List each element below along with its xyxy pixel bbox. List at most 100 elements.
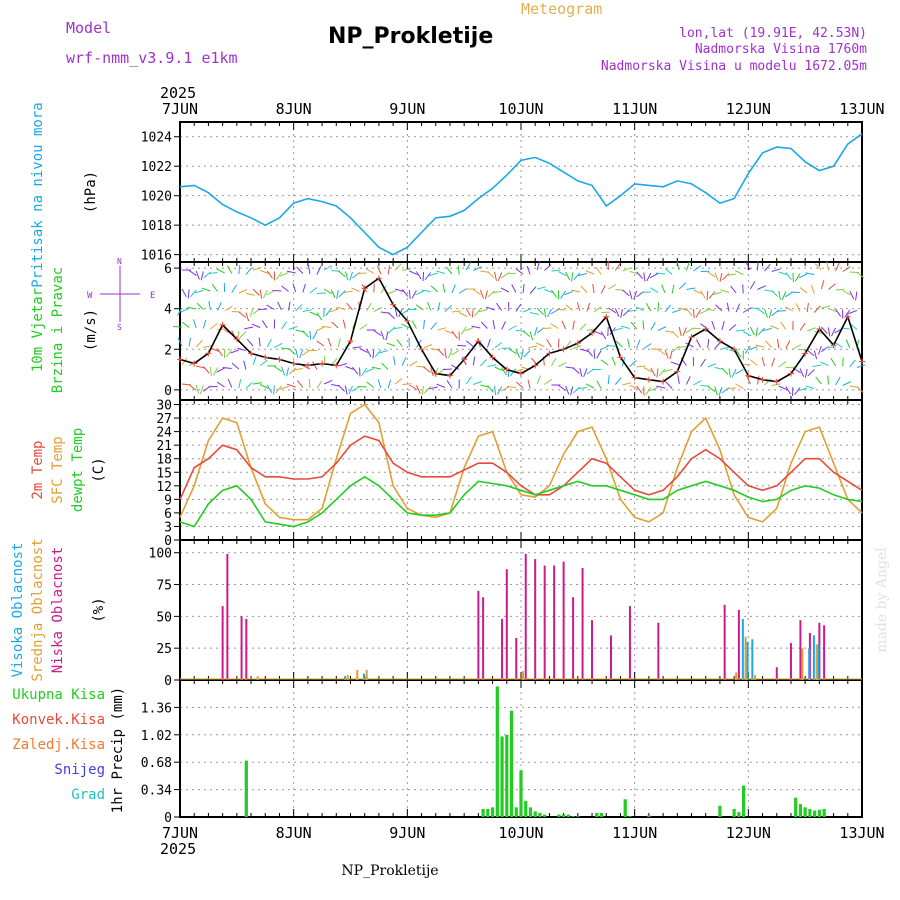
wind-arrow	[352, 346, 362, 349]
temp-tick-label: 0	[164, 534, 172, 549]
wind-arrow	[522, 308, 532, 313]
wind-arrow	[820, 280, 825, 290]
wind-arrow	[845, 339, 851, 349]
cloud-tick-label: 25	[156, 642, 172, 657]
wind-arrow	[546, 339, 552, 348]
total-precip-bar	[808, 808, 812, 817]
wind-arrow	[312, 331, 318, 340]
wind-arrow	[571, 272, 574, 282]
wind-arrow	[487, 290, 495, 298]
wind-arrow	[622, 309, 630, 317]
wind-arrow	[451, 284, 456, 294]
wind-arrow	[565, 271, 571, 281]
wind-arrow	[396, 338, 403, 347]
wind-arrow	[842, 266, 851, 272]
day-label-top: 11JUN	[612, 100, 657, 118]
wind-arrow	[501, 321, 507, 330]
wind-arrow	[812, 364, 822, 368]
wind-marker	[702, 325, 709, 332]
wind-arrow	[706, 290, 709, 301]
wind-arrow	[346, 302, 353, 311]
wind-arrow	[371, 366, 382, 370]
wind-arrow	[776, 310, 786, 312]
wind-arrow	[239, 331, 247, 339]
wind-arrow	[337, 338, 341, 348]
wind-arrow	[472, 289, 481, 296]
wind-arrow	[224, 305, 233, 312]
wind-arrow	[693, 265, 702, 272]
wind-arrow	[671, 284, 675, 294]
wind-marker	[375, 275, 382, 282]
wind-arrow	[408, 289, 411, 300]
wind-arrow	[807, 369, 815, 377]
wind-arrow	[529, 286, 537, 294]
wind-arrow	[714, 272, 719, 282]
wind-arrow	[734, 270, 744, 275]
wind-arrow	[316, 312, 323, 321]
wind-arrow	[336, 289, 339, 299]
wind-arrow	[593, 349, 596, 360]
total-precip-bar	[794, 797, 798, 817]
wind-arrow	[785, 272, 792, 280]
wind-arrow	[664, 304, 672, 313]
sfc-temp-label: SFC Temp	[50, 436, 66, 503]
wind-arrow	[844, 309, 851, 318]
wind-arrow	[484, 290, 488, 300]
wind-marker	[688, 334, 695, 341]
total-precip-bar	[599, 812, 604, 817]
wind-arrow	[550, 357, 557, 367]
wind-arrow	[834, 342, 843, 348]
wind-arrow	[336, 306, 346, 310]
wind-arrow	[657, 302, 660, 312]
wind-arrow	[316, 380, 323, 389]
wind-arrow	[768, 309, 773, 319]
pressure-tick-label: 1024	[141, 131, 172, 146]
wind-arrow	[423, 366, 431, 373]
wind-unit: (m/s)	[83, 309, 99, 351]
total-precip-label: Ukupna Kisa	[12, 687, 105, 703]
wind-arrow	[302, 283, 306, 293]
wind-arrow	[543, 264, 552, 271]
wind-arrow	[402, 383, 412, 385]
total-precip-bar	[528, 807, 533, 817]
wind-arrow	[494, 385, 497, 396]
wind-arrow	[719, 272, 723, 282]
wind-marker	[233, 336, 240, 343]
wind-arrow	[424, 272, 432, 280]
wind-arrow	[208, 301, 211, 311]
wind-arrow	[856, 364, 866, 368]
wind-arrow	[388, 326, 396, 334]
wind-arrow	[715, 304, 723, 312]
wind-arrow	[446, 380, 453, 389]
wind-arrow	[430, 348, 440, 351]
wind-arrow	[394, 288, 404, 292]
wind-arrow	[564, 291, 573, 296]
wind-arrow	[515, 303, 522, 312]
wind-arrow	[827, 327, 831, 337]
wind-marker	[645, 376, 652, 383]
wind-arrow	[657, 349, 666, 356]
wind-arrow	[707, 363, 717, 368]
wind-arrow	[188, 337, 191, 347]
wind-arrow	[451, 364, 460, 370]
wind-arrow	[778, 361, 787, 368]
wind-arrow	[381, 362, 389, 370]
day-label-bottom: 13JUN	[839, 824, 884, 842]
temp-tick-label: 9	[164, 493, 172, 508]
wind-arrow	[421, 289, 431, 292]
low-cloud-label: Niska Oblacnost	[50, 547, 66, 673]
wind-arrow	[338, 290, 346, 298]
wind-arrow	[544, 378, 553, 385]
wind-arrow	[842, 357, 844, 367]
wind-arrow	[238, 264, 241, 275]
wind-arrow	[373, 330, 382, 337]
wind-arrow	[361, 367, 368, 376]
total-precip-bar	[803, 807, 807, 817]
wind-arrow	[266, 338, 272, 348]
wind-arrow	[714, 386, 718, 396]
wind-arrow	[497, 272, 503, 282]
day-label-top: 10JUN	[498, 100, 543, 118]
wind-arrow	[804, 368, 808, 378]
wind-arrow	[471, 308, 474, 318]
wind-marker	[489, 354, 496, 361]
